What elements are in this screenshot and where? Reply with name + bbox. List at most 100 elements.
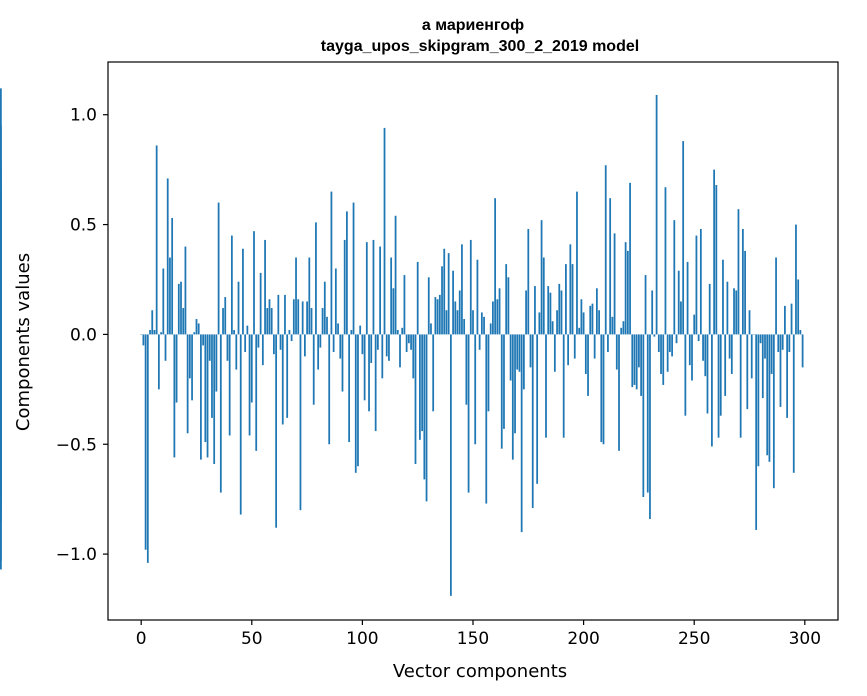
bar — [370, 334, 373, 363]
bar — [257, 334, 260, 348]
bar — [259, 272, 262, 335]
bar — [226, 334, 229, 361]
bar — [372, 239, 375, 335]
bar — [657, 334, 660, 352]
bar — [609, 198, 612, 335]
bar — [525, 290, 527, 335]
bar — [200, 334, 202, 460]
bar — [169, 257, 171, 335]
bar — [392, 288, 395, 335]
x-axis-label: Vector components — [393, 661, 567, 682]
bar — [290, 334, 293, 341]
bar — [332, 334, 335, 352]
bar — [315, 222, 317, 335]
bar — [795, 224, 797, 335]
bar — [173, 334, 176, 458]
bar — [786, 334, 789, 418]
bar — [388, 334, 390, 361]
bar — [334, 268, 337, 335]
bar — [461, 244, 463, 335]
bar — [699, 228, 702, 335]
bar — [587, 334, 589, 396]
bar — [438, 294, 441, 335]
bar — [662, 334, 665, 385]
bar — [655, 94, 658, 335]
bar — [361, 334, 364, 355]
bar — [330, 191, 333, 335]
bar — [394, 215, 397, 335]
bar — [480, 312, 483, 335]
bar — [467, 334, 470, 493]
x-tick-label: 50 — [241, 629, 263, 649]
bar — [779, 334, 782, 407]
bar — [295, 257, 297, 335]
bar — [788, 334, 791, 352]
bar — [403, 275, 406, 335]
bar — [354, 334, 357, 473]
bar — [684, 334, 687, 416]
bar — [427, 277, 430, 335]
bar — [237, 281, 240, 335]
bar — [275, 334, 278, 528]
bar — [341, 334, 344, 392]
bar — [507, 277, 510, 335]
bar — [399, 334, 401, 368]
bar — [319, 334, 322, 348]
bar — [465, 334, 468, 405]
bar — [569, 244, 572, 335]
bar — [434, 297, 437, 335]
bar — [582, 312, 585, 335]
bar — [489, 323, 492, 335]
bar — [711, 334, 713, 447]
bar — [613, 233, 616, 335]
bar — [270, 308, 273, 335]
bar — [410, 334, 412, 350]
bar — [713, 169, 716, 335]
bar — [261, 334, 264, 366]
bar — [540, 220, 543, 335]
bar — [673, 220, 676, 335]
bar — [155, 145, 158, 335]
bar — [339, 334, 342, 359]
bar — [396, 330, 399, 335]
bar — [604, 165, 607, 335]
bar — [595, 288, 598, 335]
bar — [407, 334, 410, 344]
bar — [286, 334, 289, 418]
bar — [556, 310, 558, 335]
bar — [242, 248, 244, 335]
bar — [660, 334, 662, 374]
bar — [244, 334, 247, 352]
bar — [264, 239, 266, 335]
bar — [565, 264, 567, 335]
bar — [580, 299, 583, 335]
bar — [288, 330, 291, 335]
bar — [706, 334, 709, 414]
bar — [474, 334, 477, 445]
y-tick-label: 0.0 — [70, 325, 97, 345]
bar — [615, 334, 618, 370]
bar — [193, 332, 196, 335]
bar — [755, 334, 758, 530]
bar — [182, 308, 185, 335]
bar — [726, 281, 729, 335]
bar — [202, 334, 205, 346]
bar — [277, 294, 280, 335]
bar — [704, 334, 707, 377]
bar — [516, 334, 519, 370]
bar — [476, 259, 479, 335]
bar — [454, 301, 457, 335]
x-tick-label: 300 — [789, 629, 821, 649]
bar — [730, 334, 733, 374]
bar — [365, 242, 368, 335]
x-tick-label: 250 — [678, 629, 710, 649]
bar — [184, 246, 187, 335]
bar — [281, 334, 284, 425]
bar — [191, 334, 193, 401]
bar — [452, 270, 454, 335]
bar — [436, 299, 439, 335]
bar — [646, 334, 649, 493]
bar — [538, 312, 541, 335]
bar — [542, 257, 545, 335]
y-tick-label: −0.5 — [56, 435, 97, 455]
